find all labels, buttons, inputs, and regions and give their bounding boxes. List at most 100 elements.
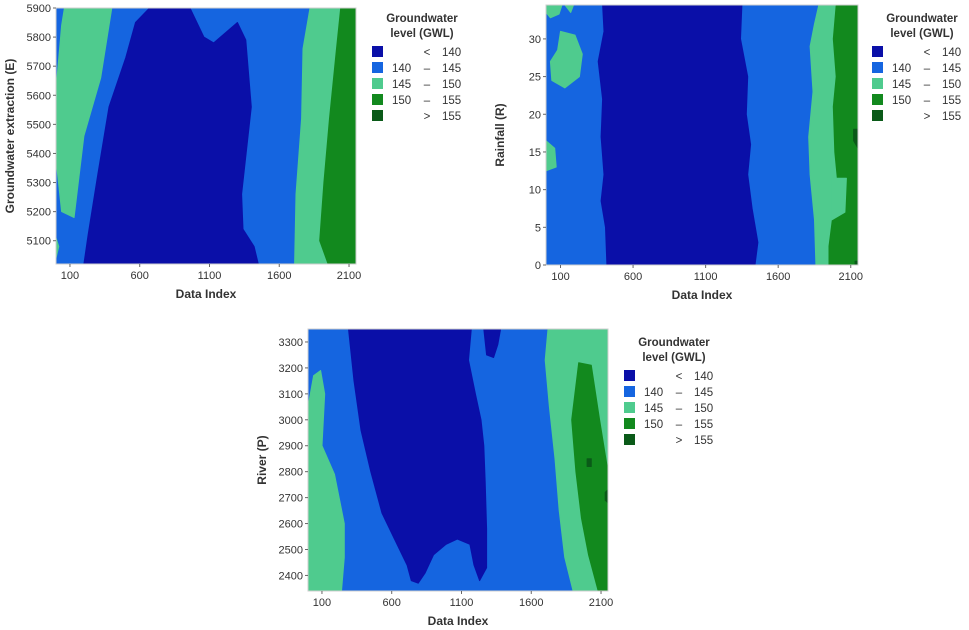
legend-item-right: 145 — [442, 63, 461, 75]
legend-item-left: 150 — [892, 95, 911, 107]
x-axis-title: Data Index — [672, 288, 733, 302]
legend-item-right: 150 — [942, 79, 961, 91]
legend-title-line2: level (GWL) — [642, 352, 705, 364]
contour-region-lt140 — [483, 329, 502, 358]
legend-item-left: 145 — [892, 79, 911, 91]
y-tick-label: 5200 — [27, 207, 51, 219]
legend-swatch-gt155 — [372, 110, 383, 121]
legend-title-line1: Groundwater — [638, 337, 710, 349]
x-tick-label: 1100 — [694, 271, 718, 283]
legend-title-line2: level (GWL) — [390, 28, 453, 40]
y-axis-title: River (P) — [255, 435, 269, 484]
legend-title-line1: Groundwater — [886, 13, 958, 25]
y-tick-label: 3100 — [279, 389, 303, 401]
legend-item-right: 155 — [694, 435, 713, 447]
x-tick-label: 600 — [131, 270, 149, 282]
legend-item-dash: – — [676, 403, 683, 415]
y-tick-label: 2500 — [279, 544, 303, 556]
contour-region-lt140 — [597, 5, 759, 265]
legend-item-right: 140 — [694, 371, 713, 383]
x-tick-label: 600 — [624, 271, 642, 283]
contour-region-gt155 — [586, 458, 592, 467]
x-tick-label: 100 — [551, 271, 569, 283]
legend-swatch-lt140 — [872, 46, 883, 57]
legend-item-dash: < — [924, 47, 931, 59]
y-tick-label: 20 — [529, 109, 541, 121]
plot-frame — [55, 7, 357, 265]
legend-item-dash: < — [424, 47, 431, 59]
y-tick-label: 5300 — [27, 178, 51, 190]
contour-region-lt140 — [348, 329, 488, 584]
contour-region-b150_155 — [319, 8, 356, 264]
legend-swatch-b150_155 — [372, 94, 383, 105]
y-tick-label: 2900 — [279, 441, 303, 453]
legend-title-line1: Groundwater — [386, 13, 458, 25]
x-tick-label: 1600 — [766, 271, 790, 283]
y-tick-label: 2700 — [279, 493, 303, 505]
x-tick-label: 1100 — [450, 597, 474, 609]
plot-frame — [545, 4, 859, 266]
contour-chart-1: 100 600 1100 1600 2100 5100 5200 5300 5400 5500 56… — [3, 3, 461, 301]
x-tick-label: 1600 — [267, 270, 291, 282]
legend-item-dash: – — [676, 387, 683, 399]
legend-item-left: 150 — [392, 95, 411, 107]
contour-chart-2: 100 600 1100 1600 2100 0 5 10 15 20 25 30 Data Index… — [493, 4, 961, 302]
legend-swatch-b150_155 — [624, 418, 635, 429]
x-tick-label: 600 — [383, 597, 401, 609]
x-tick-label: 2100 — [589, 597, 613, 609]
y-tick-label: 2800 — [279, 467, 303, 479]
legend-swatch-gt155 — [624, 434, 635, 445]
legend-item-dash: > — [924, 111, 931, 123]
legend-item-right: 145 — [694, 387, 713, 399]
legend-item-left: 140 — [644, 387, 663, 399]
y-tick-label: 5500 — [27, 119, 51, 131]
legend-item-right: 155 — [694, 419, 713, 431]
y-tick-label: 5 — [535, 222, 541, 234]
legend-item-dash: – — [424, 63, 431, 75]
legend-swatch-b150_155 — [872, 94, 883, 105]
contour-region-gt155 — [604, 489, 608, 504]
x-tick-label: 1600 — [519, 597, 543, 609]
contour-region-b145_150 — [564, 5, 575, 13]
contour-region-b145_150 — [831, 177, 847, 221]
y-tick-label: 5700 — [27, 61, 51, 73]
legend-title-line2: level (GWL) — [890, 28, 953, 40]
legend-swatch-b140_145 — [624, 386, 635, 397]
legend-item-dash: – — [424, 79, 431, 91]
legend-item-right: 150 — [694, 403, 713, 415]
y-tick-label: 0 — [535, 260, 541, 272]
x-tick-label: 100 — [61, 270, 79, 282]
y-tick-label: 30 — [529, 34, 541, 46]
contour-regions — [56, 8, 356, 264]
legend-swatch-lt140 — [624, 370, 635, 381]
legend-swatch-b140_145 — [872, 62, 883, 73]
x-tick-label: 2100 — [337, 270, 361, 282]
contour-region-b145_150 — [546, 5, 563, 19]
legend-item-dash: > — [424, 111, 431, 123]
y-axis-title: Groundwater extraction (E) — [3, 59, 17, 214]
legend-item-dash: – — [924, 79, 931, 91]
x-tick-label: 100 — [313, 597, 331, 609]
legend-item-left: 140 — [392, 63, 411, 75]
contour-region-b145_150 — [56, 8, 113, 218]
y-axis-title: Rainfall (R) — [493, 103, 507, 166]
contour-region-b145_150 — [546, 140, 557, 172]
legend-swatch-b145_150 — [624, 402, 635, 413]
y-tick-label: 3300 — [279, 337, 303, 349]
legend-item-dash: > — [676, 435, 683, 447]
legend-item-dash: – — [424, 95, 431, 107]
legend-item-left: 150 — [644, 419, 663, 431]
legend-item-left: 145 — [392, 79, 411, 91]
x-axis-title: Data Index — [176, 287, 237, 301]
contour-region-gt155 — [854, 260, 858, 265]
legend-swatch-b140_145 — [372, 62, 383, 73]
contour-regions — [308, 329, 608, 591]
legend-item-right: 150 — [442, 79, 461, 91]
legend-swatch-gt155 — [872, 110, 883, 121]
legend-item-right: 155 — [442, 111, 461, 123]
legend-item-right: 145 — [942, 63, 961, 75]
y-tick-label: 25 — [529, 72, 541, 84]
